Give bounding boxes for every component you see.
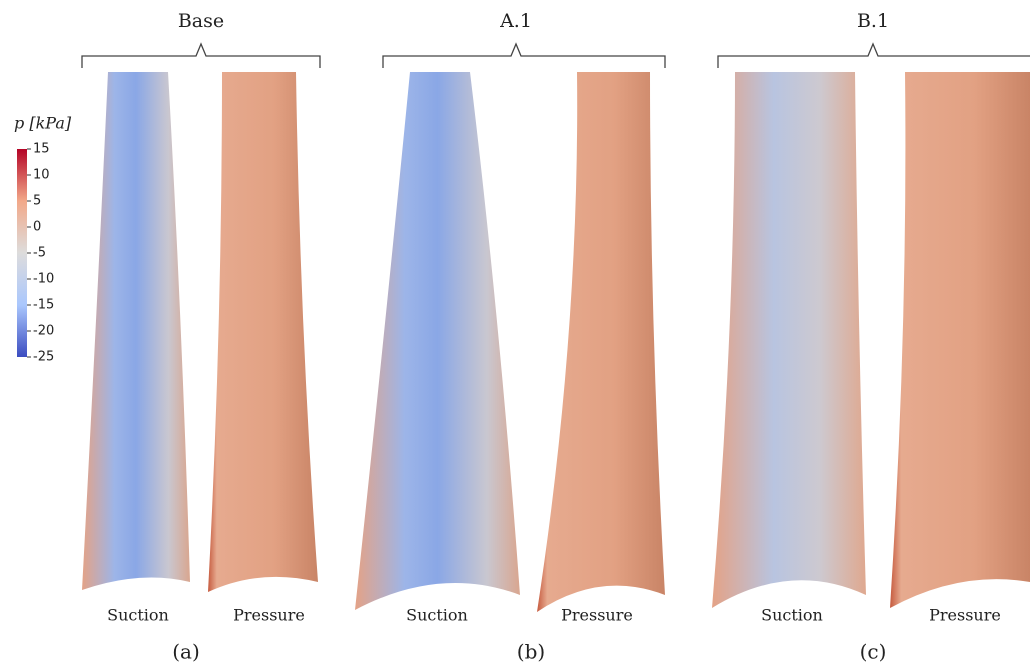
panel-a: Base Suction Pressure (a) xyxy=(81,10,321,664)
blade-suction xyxy=(712,72,866,608)
view-label: Pressure xyxy=(233,606,305,625)
tick-label: -20 xyxy=(33,324,54,339)
bracket xyxy=(382,42,666,68)
blade-pressure xyxy=(208,72,318,592)
colorbar-label: p [kPa] xyxy=(14,114,72,133)
colorbar: p [kPa] 15 10 5 0 -5 -10 -15 -20 -25 xyxy=(14,114,72,365)
tick-label: -15 xyxy=(33,298,54,313)
blade-pressure xyxy=(537,72,665,612)
blade-pressure xyxy=(890,72,1030,608)
blade-suction xyxy=(355,72,520,610)
panel-title: B.1 xyxy=(857,10,889,32)
tick-label: 15 xyxy=(33,142,50,157)
colorbar-gradient xyxy=(17,149,27,357)
bracket xyxy=(81,42,321,68)
view-label: Pressure xyxy=(561,606,633,625)
tick-label: 5 xyxy=(33,194,41,209)
bracket xyxy=(717,42,1030,68)
panel-title: A.1 xyxy=(499,10,532,32)
tick-label: 10 xyxy=(33,168,50,183)
tick-label: 0 xyxy=(33,220,41,235)
tick-label: -5 xyxy=(33,246,46,261)
blade-suction xyxy=(82,72,190,590)
panel-tag: (c) xyxy=(860,640,887,664)
tick-label: -25 xyxy=(33,350,54,365)
panel-tag: (b) xyxy=(517,640,545,664)
view-label: Suction xyxy=(406,606,468,625)
view-label: Suction xyxy=(761,606,823,625)
view-label: Suction xyxy=(107,606,169,625)
view-label: Pressure xyxy=(929,606,1001,625)
panel-b: A.1 Suction Pressure (b) xyxy=(355,10,666,664)
panel-tag: (a) xyxy=(172,640,200,664)
panel-title: Base xyxy=(178,10,224,32)
tick-label: -10 xyxy=(33,272,54,287)
panel-c: B.1 Suction Pressure (c) xyxy=(712,10,1030,664)
